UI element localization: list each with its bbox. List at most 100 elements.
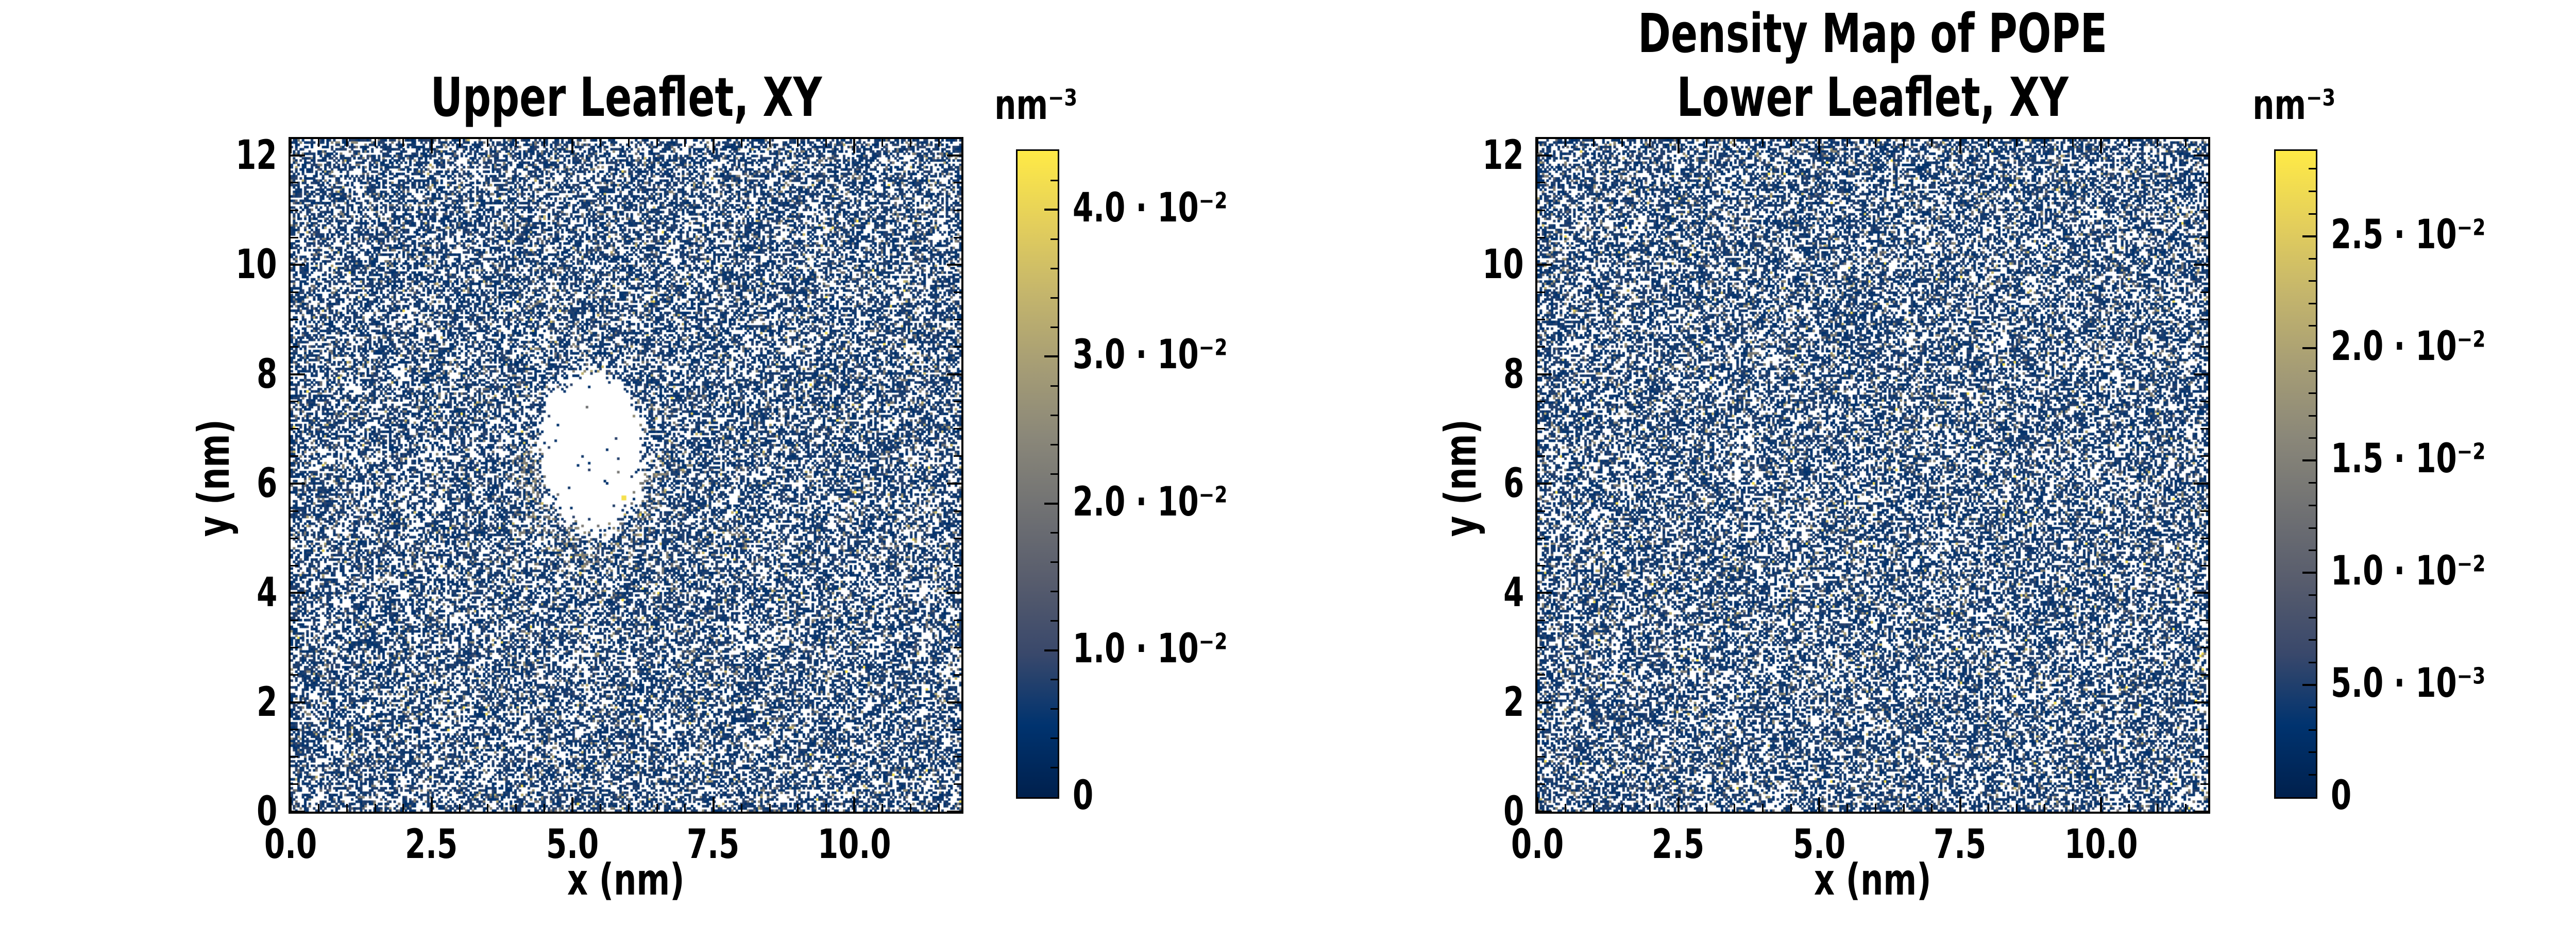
y-tick bbox=[2200, 619, 2208, 621]
y-tick bbox=[954, 401, 961, 403]
x-tick bbox=[910, 139, 912, 147]
x-tick bbox=[1705, 804, 1707, 812]
x-tick bbox=[628, 804, 630, 812]
x-tick bbox=[600, 139, 602, 147]
x-tick bbox=[2100, 797, 2103, 812]
x-tick-label: 5.0 bbox=[1792, 821, 1846, 868]
y-tick bbox=[2200, 236, 2208, 238]
colorbar-minor-tick bbox=[2309, 639, 2316, 641]
y-tick bbox=[954, 291, 961, 293]
colorbar-unit-1: nm⁻³ bbox=[2252, 81, 2336, 129]
y-tick bbox=[1537, 619, 1545, 621]
y-tick bbox=[954, 346, 961, 348]
colorbar-minor-tick bbox=[1050, 326, 1058, 328]
y-tick-label: 8 bbox=[256, 351, 277, 398]
y-tick bbox=[954, 537, 961, 539]
x-tick-label: 0.0 bbox=[264, 821, 317, 868]
y-tick bbox=[291, 373, 305, 375]
y-tick-label: 2 bbox=[1503, 679, 1524, 726]
colorbar-minor-tick bbox=[2309, 774, 2316, 776]
y-tick bbox=[2200, 756, 2208, 758]
x-tick bbox=[797, 804, 799, 812]
y-tick bbox=[291, 564, 298, 566]
y-tick bbox=[2200, 729, 2208, 731]
y-tick bbox=[954, 510, 961, 512]
colorbar-minor-tick bbox=[1050, 708, 1058, 710]
colorbar-minor-tick bbox=[2309, 213, 2316, 215]
y-tick bbox=[291, 646, 298, 648]
y-tick bbox=[291, 510, 298, 512]
x-tick-label: 7.5 bbox=[687, 821, 740, 868]
x-tick bbox=[1818, 139, 1821, 153]
x-tick bbox=[1592, 804, 1595, 812]
colorbar-minor-tick bbox=[2309, 550, 2316, 552]
y-tick bbox=[947, 701, 961, 703]
y-tick-label: 0 bbox=[256, 788, 277, 835]
y-tick bbox=[1537, 783, 1545, 785]
x-tick bbox=[290, 797, 292, 812]
y-tick bbox=[1537, 291, 1545, 293]
colorbar-minor-tick bbox=[1050, 414, 1058, 416]
y-tick bbox=[1537, 564, 1545, 566]
y-tick bbox=[1537, 701, 1552, 703]
x-tick bbox=[1592, 139, 1595, 147]
x-tick bbox=[1705, 139, 1707, 147]
y-tick bbox=[1537, 346, 1545, 348]
colorbar-tick bbox=[2302, 347, 2316, 350]
y-tick-label: 6 bbox=[1503, 460, 1524, 507]
y-tick bbox=[1537, 756, 1545, 758]
y-tick bbox=[291, 291, 298, 293]
colorbar-minor-tick bbox=[2309, 729, 2316, 731]
colorbar-minor-tick bbox=[2309, 662, 2316, 664]
y-tick bbox=[954, 209, 961, 211]
y-tick bbox=[2200, 646, 2208, 648]
y-tick bbox=[291, 756, 298, 758]
x-tick bbox=[1959, 139, 1961, 153]
x-tick bbox=[402, 139, 404, 147]
x-tick bbox=[374, 139, 376, 147]
y-tick bbox=[1537, 401, 1545, 403]
x-tick-label: 5.0 bbox=[546, 821, 599, 868]
y-tick-label: 12 bbox=[1482, 132, 1524, 179]
x-tick bbox=[712, 139, 715, 153]
y-tick bbox=[954, 318, 961, 320]
x-tick bbox=[2184, 139, 2187, 147]
y-tick bbox=[1537, 674, 1545, 676]
x-tick bbox=[769, 804, 771, 812]
x-tick bbox=[430, 139, 433, 153]
plot-box-0 bbox=[289, 137, 963, 814]
y-tick bbox=[291, 811, 305, 813]
x-tick-label: 2.5 bbox=[405, 821, 458, 868]
colorbar-minor-tick bbox=[2309, 415, 2316, 417]
y-tick bbox=[1537, 428, 1545, 430]
x-tick bbox=[825, 139, 827, 147]
y-tick bbox=[2200, 182, 2208, 184]
colorbar-tick bbox=[1044, 355, 1058, 358]
panel-lower-title: Lower Leaflet, XY bbox=[1676, 66, 2069, 129]
y-tick bbox=[291, 318, 298, 320]
y-tick bbox=[2194, 373, 2208, 375]
x-tick bbox=[430, 797, 433, 812]
y-tick bbox=[947, 264, 961, 266]
x-tick bbox=[1734, 804, 1736, 812]
y-tick bbox=[291, 209, 298, 211]
colorbar-1 bbox=[2274, 149, 2317, 799]
colorbar-tick-label: 4.0 · 10⁻² bbox=[1073, 185, 1228, 232]
y-tick bbox=[2200, 455, 2208, 457]
colorbar-minor-tick bbox=[2309, 527, 2316, 529]
colorbar-tick-label: 1.5 · 10⁻² bbox=[2331, 436, 2486, 483]
x-tick bbox=[600, 804, 602, 812]
x-tick bbox=[1846, 139, 1849, 147]
x-tick bbox=[684, 804, 686, 812]
colorbar-tick-label: 0 bbox=[1073, 772, 1094, 819]
colorbar-minor-tick bbox=[2309, 616, 2316, 619]
y-tick bbox=[954, 646, 961, 648]
x-tick bbox=[1649, 804, 1651, 812]
y-tick bbox=[291, 592, 305, 594]
y-tick bbox=[954, 619, 961, 621]
x-tick bbox=[1677, 139, 1680, 153]
y-tick-label: 4 bbox=[256, 570, 277, 616]
x-tick bbox=[487, 139, 489, 147]
x-tick bbox=[740, 139, 742, 147]
colorbar-minor-tick bbox=[2309, 302, 2316, 304]
